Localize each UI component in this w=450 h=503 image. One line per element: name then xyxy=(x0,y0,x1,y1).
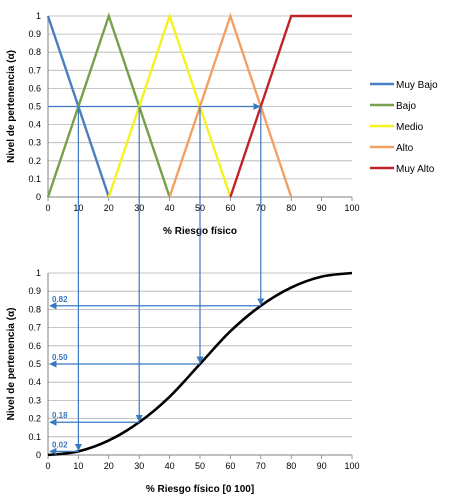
top-series-line-muy-alto xyxy=(229,14,352,198)
chart-connector-arrows xyxy=(74,106,265,452)
bottom-x-tick-label-4: 40 xyxy=(165,461,175,471)
top-x-tick-label-4: 40 xyxy=(165,203,175,213)
top-series-line-bajo xyxy=(46,12,171,198)
bottom-x-tick-label-0: 0 xyxy=(45,461,50,471)
top-x-tick-label-10: 100 xyxy=(344,203,359,213)
bottom-y-tick-label-5: 0.5 xyxy=(28,359,41,369)
top-legend: Muy Bajo Bajo Medio Alto Muy Alto xyxy=(370,80,438,175)
top-x-tick-label-8: 80 xyxy=(286,203,296,213)
top-x-tick-label-6: 60 xyxy=(225,203,235,213)
top-y-tick-label-6: 0.6 xyxy=(28,83,41,93)
legend-label-muy-bajo: Muy Bajo xyxy=(396,80,438,91)
bottom-x-tick-label-7: 70 xyxy=(256,461,266,471)
top-y-tick-label-0: 0 xyxy=(36,192,41,202)
top-y-tick-label-8: 0.8 xyxy=(28,47,41,57)
top-y-tick-label-9: 0.9 xyxy=(28,29,41,39)
top-y-tick-label-4: 0.4 xyxy=(28,120,41,130)
bottom-readout-label-3: 0.02 xyxy=(52,440,68,449)
top-y-tick-label-3: 0.3 xyxy=(28,138,41,148)
bottom-x-tick-label-10: 100 xyxy=(344,461,359,471)
bottom-y-tick-label-1: 0.1 xyxy=(28,432,41,442)
top-y-tick-label-1: 0.1 xyxy=(28,174,41,184)
bottom-x-tick-label-9: 90 xyxy=(317,461,327,471)
bottom-x-tick-label-6: 60 xyxy=(225,461,235,471)
bottom-y-tick-label-2: 0.2 xyxy=(28,414,41,424)
legend-label-medio: Medio xyxy=(396,122,424,133)
bottom-y-tick-label-3: 0.3 xyxy=(28,395,41,405)
bottom-x-tick-label-8: 80 xyxy=(286,461,296,471)
top-x-tick-label-0: 0 xyxy=(45,203,50,213)
top-x-tick-label-9: 90 xyxy=(317,203,327,213)
bottom-readout-label-0: 0.82 xyxy=(52,295,68,304)
bottom-readout-label-1: 0.50 xyxy=(52,353,68,362)
bottom-x-tick-label-2: 20 xyxy=(104,461,114,471)
bottom-y-axis-label: Nivel de pertenencia (α) xyxy=(6,308,17,421)
bottom-y-tick-label-9: 0.9 xyxy=(28,286,41,296)
top-y-tick-label-2: 0.2 xyxy=(28,156,41,166)
bottom-readout-label-2: 0.18 xyxy=(52,411,68,420)
legend-label-bajo: Bajo xyxy=(396,101,416,112)
bottom-y-tick-label-0: 0 xyxy=(36,450,41,460)
top-series-line-alto xyxy=(168,12,293,198)
top-y-tick-label-10: 1 xyxy=(36,11,41,21)
top-x-tick-label-2: 20 xyxy=(104,203,114,213)
bottom-y-tick-label-6: 0.6 xyxy=(28,341,41,351)
top-y-tick-label-5: 0.5 xyxy=(28,102,41,112)
bottom-x-tick-label-3: 30 xyxy=(134,461,144,471)
membership-functions-chart: 00.10.20.30.40.50.60.70.80.910 10 20 30 40 50… xyxy=(6,11,438,237)
legend-label-muy-alto: Muy Alto xyxy=(396,164,435,175)
bottom-y-tick-label-4: 0.4 xyxy=(28,377,41,387)
bottom-y-tick-label-10: 1 xyxy=(36,268,41,278)
bottom-y-tick-label-7: 0.7 xyxy=(28,323,41,333)
defuzzification-curve-chart: 00.10.20.30.40.50.60.70.80.910 10 20 30 40 50… xyxy=(6,268,360,495)
legend-label-alto: Alto xyxy=(396,143,414,154)
bottom-x-tick-label-5: 50 xyxy=(195,461,205,471)
bottom-x-axis-label: % Riesgo físico [0 100] xyxy=(146,484,254,495)
top-series-line-medio xyxy=(107,12,232,198)
top-y-axis-label: Nivel de pertenencia (α) xyxy=(6,50,17,163)
top-y-tick-label-7: 0.7 xyxy=(28,65,41,75)
bottom-x-tick-label-1: 10 xyxy=(73,461,83,471)
bottom-y-tick-label-8: 0.8 xyxy=(28,304,41,314)
